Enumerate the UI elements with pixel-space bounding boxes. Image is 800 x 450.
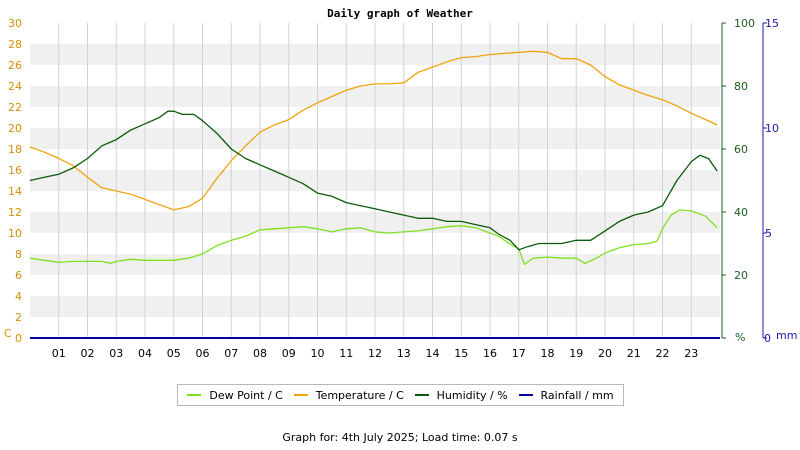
left-axis-tick-label: 4 (15, 290, 22, 303)
legend-item-temperature: Temperature / C (293, 388, 404, 402)
left-axis-tick-label: 28 (8, 38, 22, 51)
x-axis-tick-label: 12 (368, 347, 382, 360)
x-axis-tick-label: 07 (224, 347, 238, 360)
x-axis-tick-label: 15 (454, 347, 468, 360)
x-axis-tick-label: 05 (167, 347, 181, 360)
left-axis-tick-label: 24 (8, 80, 22, 93)
series-line-dew-point (29, 209, 718, 266)
legend-swatch-rainfall (518, 394, 533, 396)
x-axis-tick-label: 09 (282, 347, 296, 360)
x-axis-tick-label: 21 (627, 347, 641, 360)
chart-legend: Dew Point / C Temperature / C Humidity /… (177, 384, 624, 406)
legend-item-rainfall: Rainfall / mm (518, 388, 614, 402)
x-axis-tick-label: 03 (109, 347, 123, 360)
x-axis-tick-label: 08 (253, 347, 267, 360)
x-axis-tick-label: 19 (569, 347, 583, 360)
legend-label-humidity: Humidity / % (436, 388, 508, 402)
legend-swatch-dew-point (187, 394, 202, 396)
chart-title: Daily graph of Weather (327, 7, 473, 20)
left-axis-tick-label: 18 (8, 143, 22, 156)
left-axis-tick-label: 30 (8, 17, 22, 30)
legend-swatch-humidity (414, 394, 429, 396)
x-axis-tick-label: 23 (684, 347, 698, 360)
x-axis-tick-label: 10 (311, 347, 325, 360)
x-axis-tick-label: 17 (512, 347, 526, 360)
x-axis-tick-label: 16 (483, 347, 497, 360)
footer-status: Graph for: 4th July 2025; Load time: 0.0… (282, 431, 518, 444)
legend-item-dew-point: Dew Point / C (187, 388, 283, 402)
humidity-axis-tick-label: 80 (734, 80, 748, 93)
x-axis-tick-label: 06 (196, 347, 210, 360)
left-axis-tick-label: 6 (15, 269, 22, 282)
left-axis-tick-label: 12 (8, 206, 22, 219)
x-axis-tick-label: 22 (656, 347, 670, 360)
humidity-axis-tick-label: 40 (734, 206, 748, 219)
left-axis-tick-label: 10 (8, 227, 22, 240)
x-axis-tick-label: 20 (598, 347, 612, 360)
left-axis-unit-label: C (4, 327, 12, 340)
axes: 0246810121416182022242628302040608010005… (8, 17, 779, 360)
series-line-humidity (29, 110, 718, 251)
legend-label-dew-point: Dew Point / C (209, 388, 283, 402)
left-axis-tick-label: 14 (8, 185, 22, 198)
rainfall-axis-tick-label: 5 (765, 227, 772, 240)
rainfall-axis-tick-label: 15 (765, 17, 779, 30)
humidity-axis-tick-label: 100 (734, 17, 755, 30)
x-axis-tick-label: 01 (52, 347, 66, 360)
left-axis-tick-label: 20 (8, 122, 22, 135)
vertical-gridlines (58, 23, 692, 338)
humidity-axis-unit-label: % (735, 331, 745, 344)
x-axis-tick-label: 13 (397, 347, 411, 360)
left-axis-tick-label: 0 (15, 332, 22, 345)
humidity-axis-tick-label: 20 (734, 269, 748, 282)
legend-swatch-temperature (293, 394, 308, 396)
x-axis-tick-label: 02 (81, 347, 95, 360)
humidity-axis-tick-label: 60 (734, 143, 748, 156)
left-axis-tick-label: 16 (8, 164, 22, 177)
x-axis-tick-label: 14 (426, 347, 440, 360)
legend-label-temperature: Temperature / C (315, 388, 404, 402)
left-axis-tick-label: 2 (15, 311, 22, 324)
x-axis-tick-label: 04 (138, 347, 152, 360)
rainfall-axis-unit-label: mm (776, 329, 797, 342)
legend-label-rainfall: Rainfall / mm (540, 388, 614, 402)
x-axis-tick-label: 18 (541, 347, 555, 360)
left-axis-tick-label: 22 (8, 101, 22, 114)
left-axis-tick-label: 8 (15, 248, 22, 261)
left-axis-tick-label: 26 (8, 59, 22, 72)
rainfall-axis-tick-label: 10 (765, 122, 779, 135)
series-line-temperature (29, 50, 718, 211)
rainfall-axis-tick-label: 0 (764, 332, 771, 345)
legend-item-humidity: Humidity / % (414, 388, 508, 402)
x-axis-tick-label: 11 (339, 347, 353, 360)
